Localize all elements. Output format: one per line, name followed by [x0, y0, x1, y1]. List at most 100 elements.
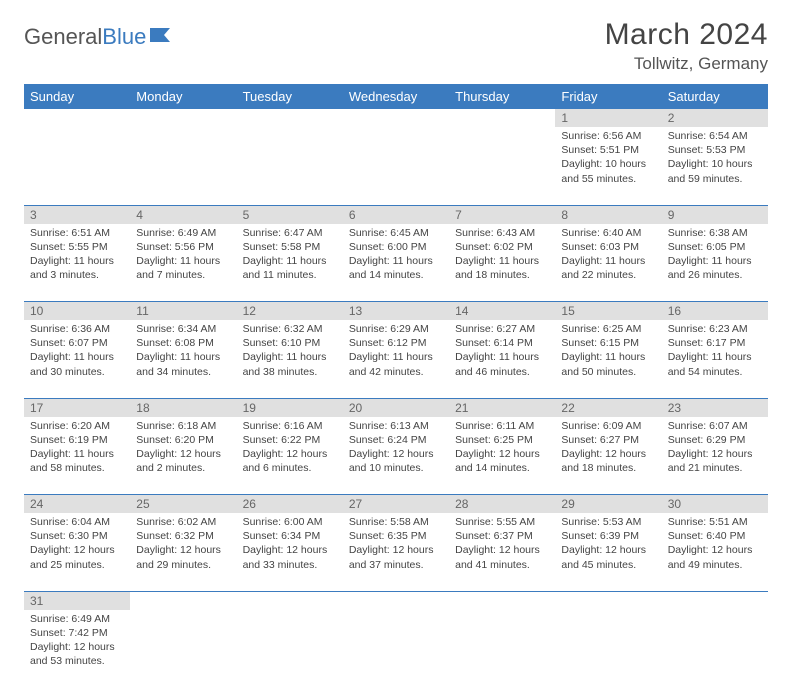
weekday-header-row: SundayMondayTuesdayWednesdayThursdayFrid… [24, 84, 768, 109]
day-number-cell: 14 [449, 302, 555, 321]
day-number-cell [24, 109, 130, 127]
day-details: Sunrise: 6:51 AMSunset: 5:55 PMDaylight:… [24, 224, 130, 287]
day-cell: Sunrise: 6:49 AMSunset: 7:42 PMDaylight:… [24, 610, 130, 688]
day-number-cell: 28 [449, 495, 555, 514]
day-details: Sunrise: 5:55 AMSunset: 6:37 PMDaylight:… [449, 513, 555, 576]
day-content-row: Sunrise: 6:04 AMSunset: 6:30 PMDaylight:… [24, 513, 768, 591]
day-number-cell: 6 [343, 205, 449, 224]
day-cell: Sunrise: 5:58 AMSunset: 6:35 PMDaylight:… [343, 513, 449, 591]
day-number-cell: 15 [555, 302, 661, 321]
day-number-cell [237, 591, 343, 610]
day-number-cell: 30 [662, 495, 768, 514]
day-cell: Sunrise: 6:00 AMSunset: 6:34 PMDaylight:… [237, 513, 343, 591]
day-details: Sunrise: 6:34 AMSunset: 6:08 PMDaylight:… [130, 320, 236, 383]
day-details: Sunrise: 6:45 AMSunset: 6:00 PMDaylight:… [343, 224, 449, 287]
day-details: Sunrise: 6:00 AMSunset: 6:34 PMDaylight:… [237, 513, 343, 576]
day-cell: Sunrise: 5:51 AMSunset: 6:40 PMDaylight:… [662, 513, 768, 591]
day-cell: Sunrise: 6:32 AMSunset: 6:10 PMDaylight:… [237, 320, 343, 398]
day-number-cell: 24 [24, 495, 130, 514]
day-details: Sunrise: 6:47 AMSunset: 5:58 PMDaylight:… [237, 224, 343, 287]
day-cell [343, 127, 449, 205]
day-details: Sunrise: 6:20 AMSunset: 6:19 PMDaylight:… [24, 417, 130, 480]
day-details: Sunrise: 6:27 AMSunset: 6:14 PMDaylight:… [449, 320, 555, 383]
day-number-cell: 12 [237, 302, 343, 321]
day-content-row: Sunrise: 6:49 AMSunset: 7:42 PMDaylight:… [24, 610, 768, 688]
day-cell: Sunrise: 6:36 AMSunset: 6:07 PMDaylight:… [24, 320, 130, 398]
day-details: Sunrise: 6:43 AMSunset: 6:02 PMDaylight:… [449, 224, 555, 287]
day-details: Sunrise: 6:36 AMSunset: 6:07 PMDaylight:… [24, 320, 130, 383]
day-number-cell: 21 [449, 398, 555, 417]
day-cell: Sunrise: 6:47 AMSunset: 5:58 PMDaylight:… [237, 224, 343, 302]
weekday-header: Friday [555, 84, 661, 109]
flag-icon [150, 24, 172, 50]
day-number-cell: 7 [449, 205, 555, 224]
day-cell: Sunrise: 6:18 AMSunset: 6:20 PMDaylight:… [130, 417, 236, 495]
day-number-cell: 10 [24, 302, 130, 321]
day-cell: Sunrise: 6:51 AMSunset: 5:55 PMDaylight:… [24, 224, 130, 302]
day-cell: Sunrise: 6:13 AMSunset: 6:24 PMDaylight:… [343, 417, 449, 495]
day-cell: Sunrise: 6:49 AMSunset: 5:56 PMDaylight:… [130, 224, 236, 302]
day-details: Sunrise: 6:56 AMSunset: 5:51 PMDaylight:… [555, 127, 661, 190]
day-number-row: 31 [24, 591, 768, 610]
day-cell: Sunrise: 6:04 AMSunset: 6:30 PMDaylight:… [24, 513, 130, 591]
day-number-cell [662, 591, 768, 610]
day-details: Sunrise: 5:53 AMSunset: 6:39 PMDaylight:… [555, 513, 661, 576]
day-cell [449, 127, 555, 205]
day-number-cell: 22 [555, 398, 661, 417]
logo-text-2: Blue [102, 24, 146, 50]
day-number-cell [449, 591, 555, 610]
day-number-cell [130, 591, 236, 610]
day-cell [662, 610, 768, 688]
day-number-cell: 3 [24, 205, 130, 224]
day-number-cell: 8 [555, 205, 661, 224]
day-number-cell [343, 109, 449, 127]
day-number-cell: 25 [130, 495, 236, 514]
weekday-header: Sunday [24, 84, 130, 109]
day-cell [449, 610, 555, 688]
day-details: Sunrise: 6:49 AMSunset: 7:42 PMDaylight:… [24, 610, 130, 673]
day-number-cell: 18 [130, 398, 236, 417]
day-number-row: 17181920212223 [24, 398, 768, 417]
day-number-cell [555, 591, 661, 610]
day-cell: Sunrise: 6:45 AMSunset: 6:00 PMDaylight:… [343, 224, 449, 302]
day-details: Sunrise: 6:11 AMSunset: 6:25 PMDaylight:… [449, 417, 555, 480]
month-title: March 2024 [605, 18, 768, 52]
weekday-header: Saturday [662, 84, 768, 109]
day-number-cell: 5 [237, 205, 343, 224]
day-cell: Sunrise: 6:27 AMSunset: 6:14 PMDaylight:… [449, 320, 555, 398]
day-number-row: 24252627282930 [24, 495, 768, 514]
day-content-row: Sunrise: 6:36 AMSunset: 6:07 PMDaylight:… [24, 320, 768, 398]
day-number-cell: 26 [237, 495, 343, 514]
day-number-cell: 20 [343, 398, 449, 417]
day-number-cell: 19 [237, 398, 343, 417]
day-number-row: 10111213141516 [24, 302, 768, 321]
logo-text-1: General [24, 24, 102, 50]
day-number-row: 12 [24, 109, 768, 127]
day-details: Sunrise: 6:40 AMSunset: 6:03 PMDaylight:… [555, 224, 661, 287]
day-cell [24, 127, 130, 205]
day-details: Sunrise: 6:07 AMSunset: 6:29 PMDaylight:… [662, 417, 768, 480]
day-number-cell: 17 [24, 398, 130, 417]
day-cell: Sunrise: 6:02 AMSunset: 6:32 PMDaylight:… [130, 513, 236, 591]
weekday-header: Wednesday [343, 84, 449, 109]
day-details: Sunrise: 5:51 AMSunset: 6:40 PMDaylight:… [662, 513, 768, 576]
day-details: Sunrise: 6:09 AMSunset: 6:27 PMDaylight:… [555, 417, 661, 480]
day-number-cell: 23 [662, 398, 768, 417]
day-number-cell [343, 591, 449, 610]
day-details: Sunrise: 6:02 AMSunset: 6:32 PMDaylight:… [130, 513, 236, 576]
day-cell: Sunrise: 6:40 AMSunset: 6:03 PMDaylight:… [555, 224, 661, 302]
day-cell: Sunrise: 6:25 AMSunset: 6:15 PMDaylight:… [555, 320, 661, 398]
day-number-cell: 31 [24, 591, 130, 610]
day-content-row: Sunrise: 6:51 AMSunset: 5:55 PMDaylight:… [24, 224, 768, 302]
day-details: Sunrise: 6:16 AMSunset: 6:22 PMDaylight:… [237, 417, 343, 480]
day-cell: Sunrise: 6:23 AMSunset: 6:17 PMDaylight:… [662, 320, 768, 398]
weekday-header: Monday [130, 84, 236, 109]
weekday-header: Thursday [449, 84, 555, 109]
calendar-table: SundayMondayTuesdayWednesdayThursdayFrid… [24, 84, 768, 688]
day-number-cell [449, 109, 555, 127]
day-details: Sunrise: 6:13 AMSunset: 6:24 PMDaylight:… [343, 417, 449, 480]
day-details: Sunrise: 6:49 AMSunset: 5:56 PMDaylight:… [130, 224, 236, 287]
day-cell: Sunrise: 5:55 AMSunset: 6:37 PMDaylight:… [449, 513, 555, 591]
day-content-row: Sunrise: 6:20 AMSunset: 6:19 PMDaylight:… [24, 417, 768, 495]
day-number-cell: 4 [130, 205, 236, 224]
